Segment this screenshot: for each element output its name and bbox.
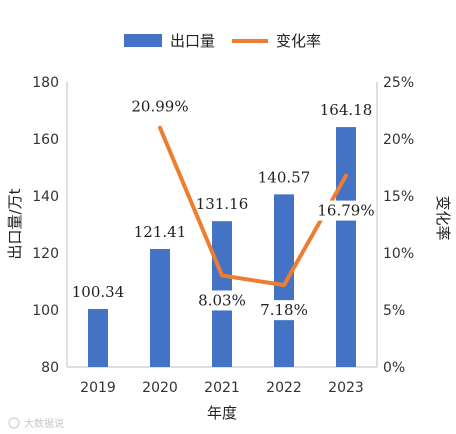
bar — [88, 309, 108, 367]
bar — [150, 248, 170, 367]
y2-tick-label: 25% — [383, 75, 414, 91]
y-tick-label: 160 — [32, 132, 59, 148]
line-data-label: 7.18% — [260, 301, 308, 319]
bar — [274, 194, 294, 367]
x-axis-ticks: 2019 2020 2021 2022 2023 — [80, 380, 364, 396]
line-data-label-bg — [258, 300, 310, 321]
bar-data-labels: 100.34 121.41 131.16 140.57 164.18 — [72, 101, 373, 301]
line-path — [158, 125, 348, 288]
y2-tick-label: 20% — [383, 132, 414, 148]
bar-data-label: 164.18 — [320, 101, 373, 119]
y-axis-title: 出口量/万t — [6, 188, 24, 259]
legend-swatch-bar — [124, 34, 162, 47]
x-tick-label: 2023 — [328, 380, 364, 396]
y2-tick-label: 10% — [383, 246, 414, 262]
line-data-label-bg — [196, 290, 248, 311]
bar-data-label: 140.57 — [258, 168, 311, 186]
x-tick-label: 2021 — [204, 380, 240, 396]
y2-axis-ticks: 0% 5% 10% 15% 20% 25% — [383, 75, 414, 376]
watermark: 大数据说 — [8, 417, 64, 430]
y2-tick-label: 0% — [383, 360, 405, 376]
watermark-text: 大数据说 — [24, 417, 64, 430]
line-data-label: 16.79% — [317, 202, 374, 220]
legend-label-line: 变化率 — [276, 32, 321, 50]
y2-tick-label: 5% — [383, 303, 405, 319]
y-tick-label: 100 — [32, 303, 59, 319]
y-tick-label: 120 — [32, 246, 59, 262]
line-data-label: 8.03% — [198, 291, 246, 309]
legend: 出口量 变化率 — [124, 32, 321, 50]
y-tick-label: 140 — [32, 189, 59, 205]
line-data-label: 20.99% — [131, 98, 188, 116]
line-series — [158, 125, 348, 288]
bar-series — [88, 127, 356, 367]
x-tick-label: 2020 — [142, 380, 178, 396]
line-data-labels: 20.99% 8.03% 7.18% 16.79% — [129, 96, 377, 321]
watermark-icon — [8, 417, 20, 429]
legend-label-bar: 出口量 — [170, 32, 215, 50]
x-axis-title: 年度 — [207, 404, 237, 422]
x-tick-label: 2019 — [80, 380, 116, 396]
bar — [336, 127, 356, 367]
x-tick-label: 2022 — [266, 380, 302, 396]
bar-data-label: 121.41 — [134, 223, 187, 241]
y2-tick-label: 15% — [383, 189, 414, 205]
bar-data-label: 100.34 — [72, 283, 125, 301]
y2-axis-title: 变化率 — [434, 195, 452, 240]
y-tick-label: 80 — [41, 360, 59, 376]
line-data-label-bg — [129, 96, 191, 117]
y-axis-ticks: 80 100 120 140 160 180 — [32, 75, 59, 376]
line-data-label-bg — [315, 200, 377, 221]
bar-data-label: 131.16 — [196, 195, 249, 213]
y-tick-label: 180 — [32, 75, 59, 91]
